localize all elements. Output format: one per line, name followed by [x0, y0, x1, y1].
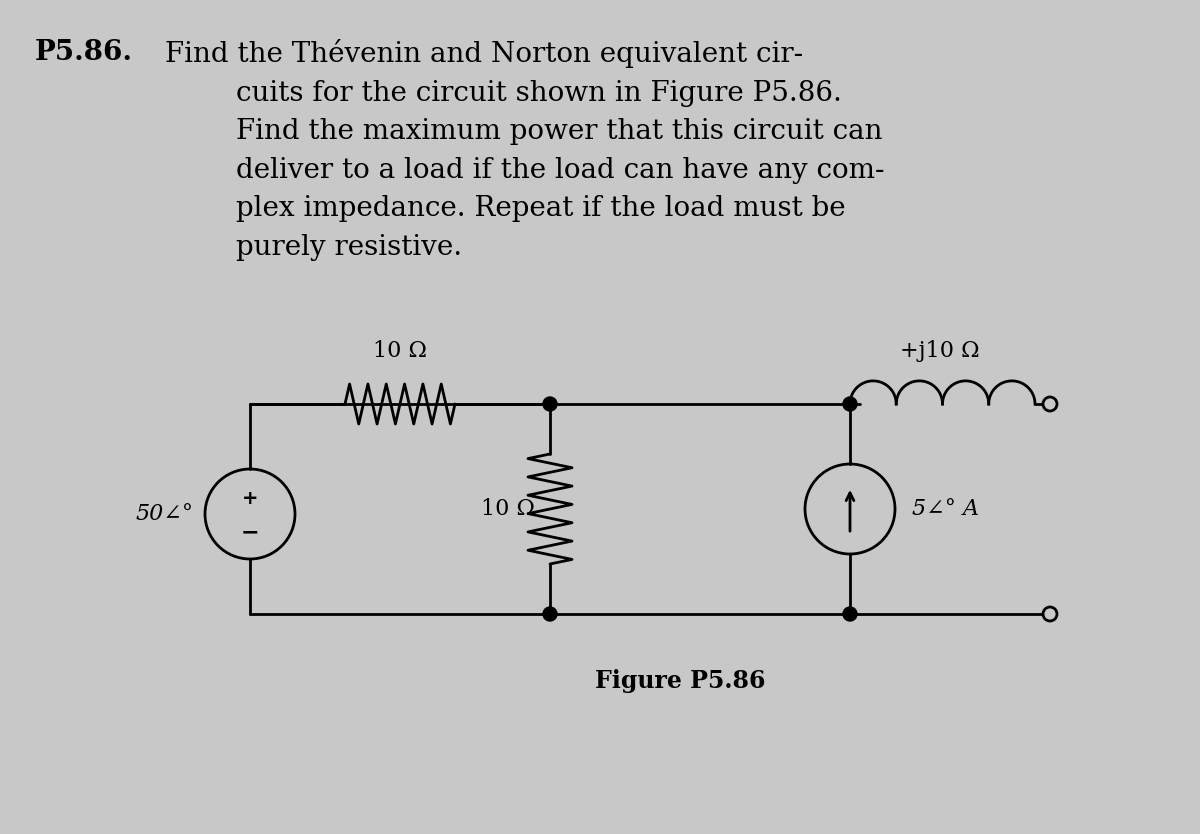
Circle shape	[842, 607, 857, 621]
Text: Figure P5.86: Figure P5.86	[595, 669, 766, 693]
Circle shape	[542, 397, 557, 411]
Text: −: −	[241, 522, 259, 542]
Text: 5∠° A: 5∠° A	[912, 498, 979, 520]
Text: +j10 Ω: +j10 Ω	[900, 340, 980, 362]
Text: 50∠°: 50∠°	[136, 503, 194, 525]
Circle shape	[1043, 607, 1057, 621]
Circle shape	[842, 397, 857, 411]
Text: Find the Thévenin and Norton equivalent cir-
        cuits for the circuit shown: Find the Thévenin and Norton equivalent …	[166, 39, 884, 261]
Text: P5.86.: P5.86.	[35, 39, 133, 66]
Circle shape	[1043, 397, 1057, 411]
Text: 10 Ω: 10 Ω	[481, 498, 535, 520]
Text: +: +	[241, 490, 258, 509]
Text: 10 Ω: 10 Ω	[373, 340, 427, 362]
Circle shape	[542, 607, 557, 621]
